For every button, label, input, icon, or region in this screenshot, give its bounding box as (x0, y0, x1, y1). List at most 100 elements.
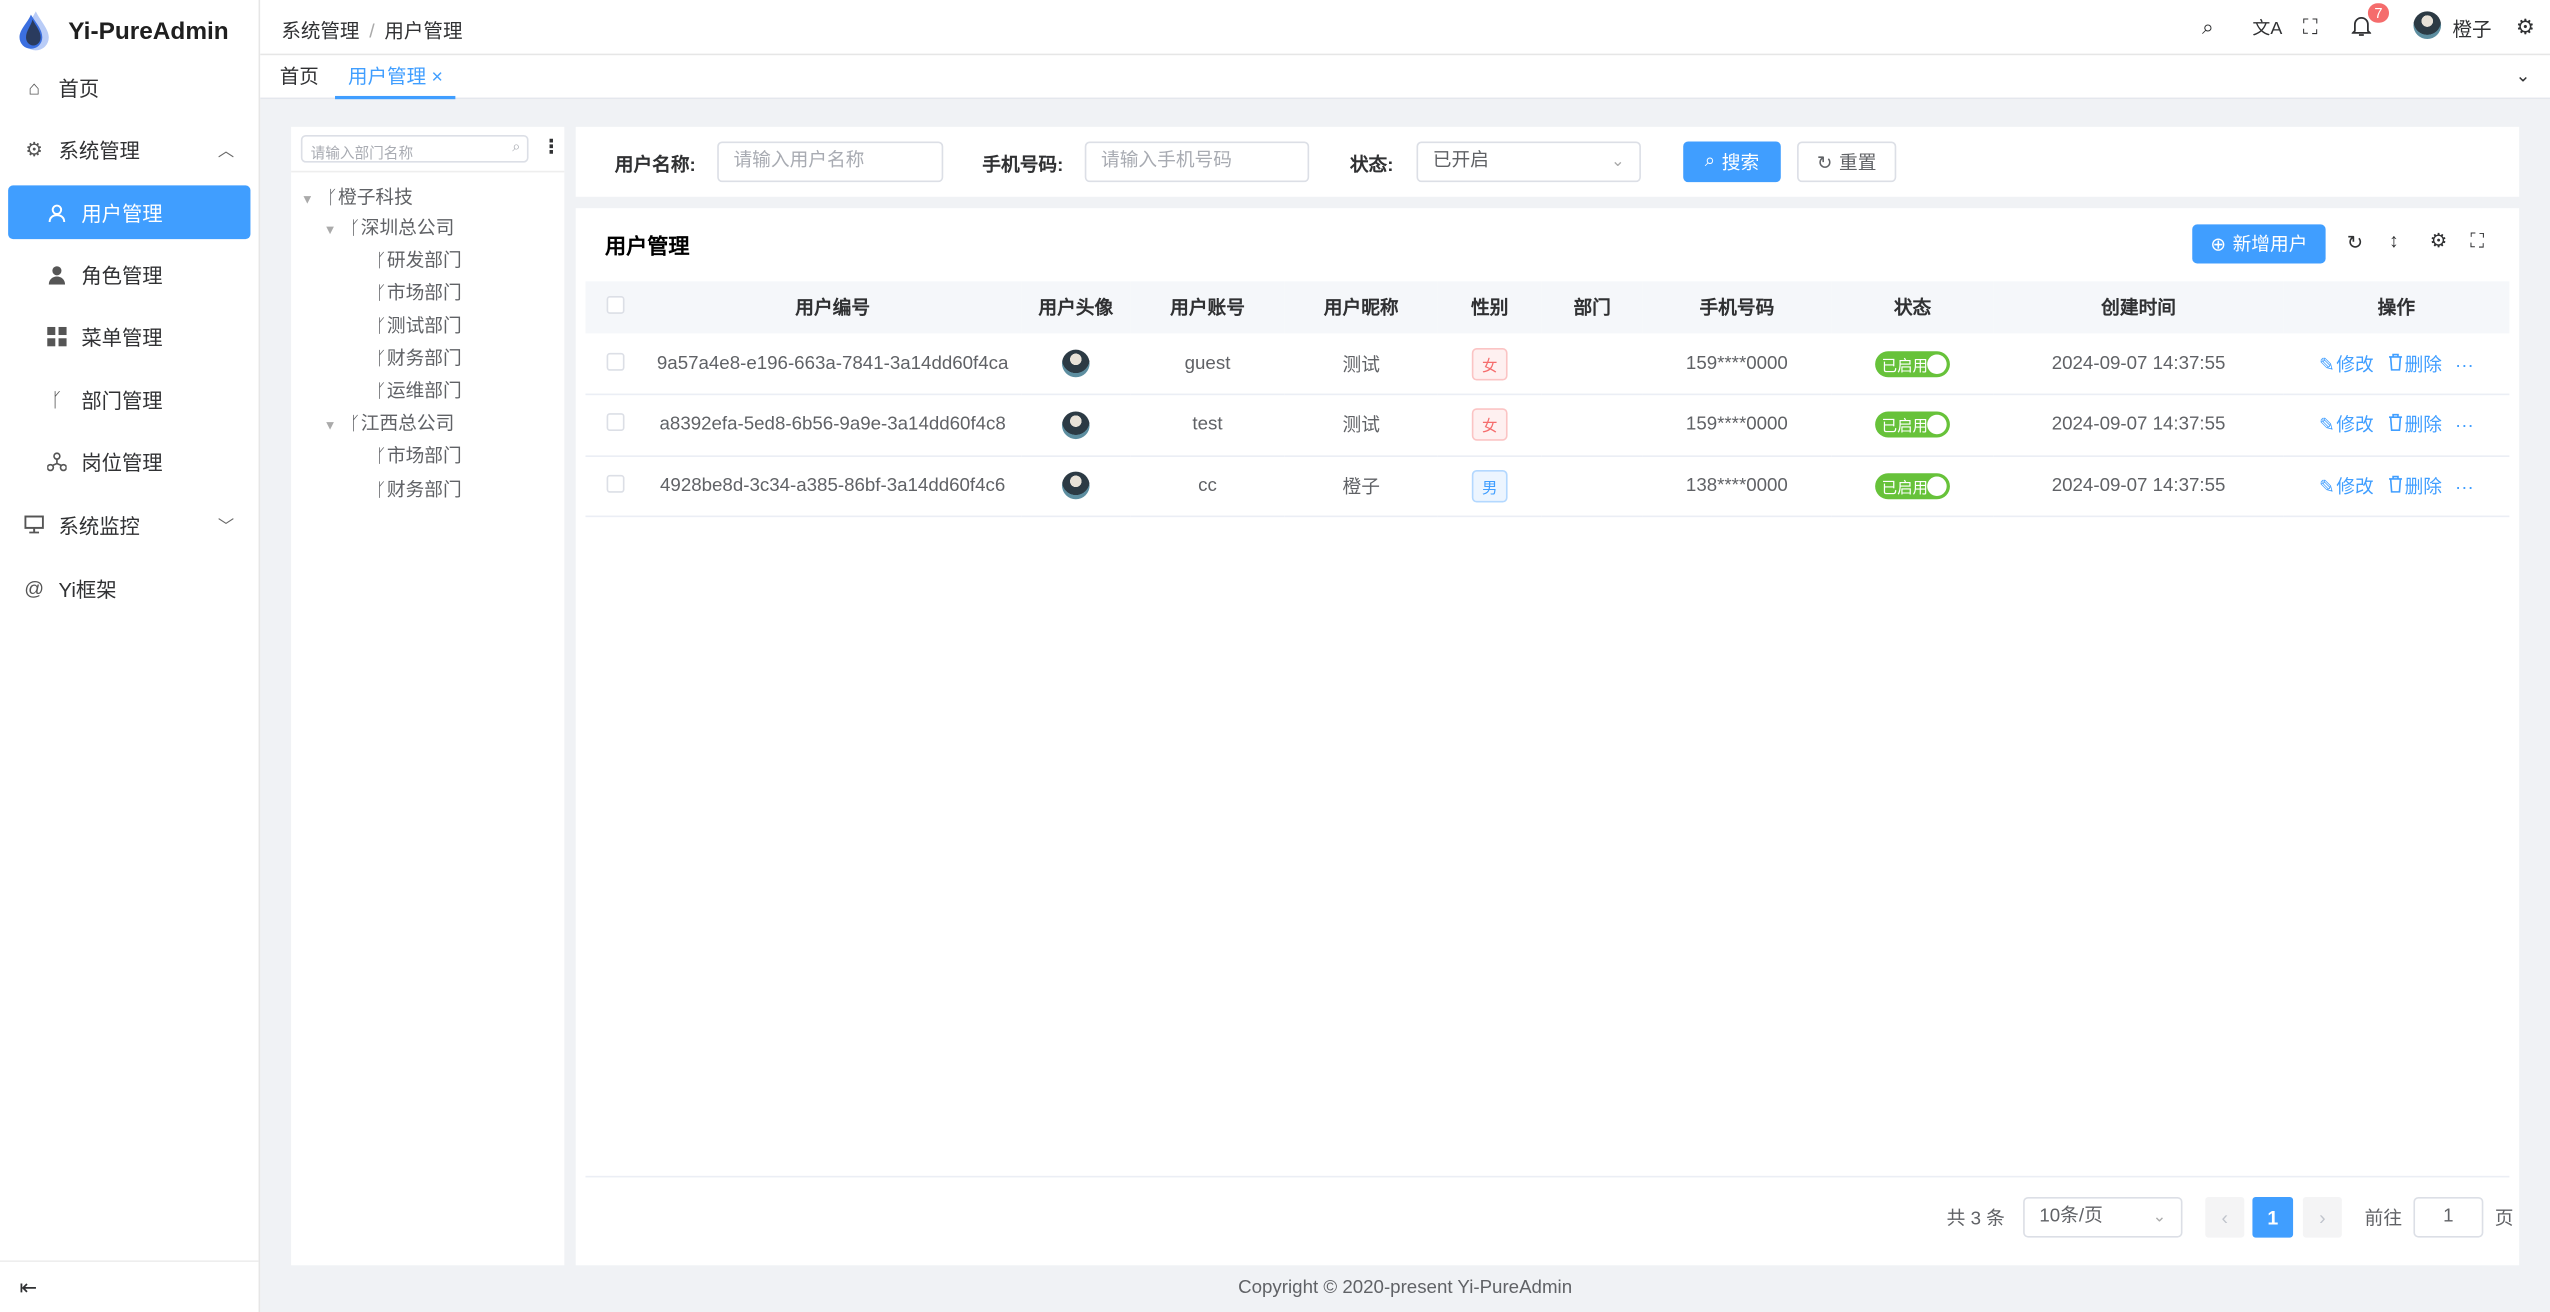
row-checkbox[interactable] (605, 352, 624, 370)
created-cell: 2024-09-07 14:37:55 (1993, 333, 2284, 396)
sidebar-item-system[interactable]: ⚙ 系统管理 ︿ (8, 122, 250, 176)
gender-cell: 女 (1437, 394, 1542, 457)
sidebar-item-label: 用户管理 (81, 203, 163, 227)
sidebar-item-home[interactable]: ⌂ 首页 (8, 60, 250, 114)
delete-button[interactable]: 删除 (2387, 350, 2442, 376)
table-row[interactable]: 9a57a4e8-e196-663a-7841-3a14dd60f4ca gue… (585, 333, 2510, 396)
tree-node[interactable]: ᚴ市场部门 (376, 446, 462, 469)
created-cell: 2024-09-07 14:37:55 (1993, 455, 2284, 518)
tree-node-label: 研发部门 (386, 252, 462, 272)
row-checkbox[interactable] (605, 413, 624, 432)
search-icon[interactable]: ⌕ (2202, 14, 2214, 40)
caret-down-icon[interactable]: ▼ (300, 191, 314, 207)
sidebar-item-monitor[interactable]: 系统监控 ﹀ (8, 498, 250, 552)
phone-cell: 138****0000 (1642, 455, 1832, 518)
chevron-right-icon: › (2319, 1205, 2326, 1229)
tree-node[interactable]: ᚴ财务部门 (376, 480, 462, 503)
department-search-input[interactable]: 请输入部门名称 ⌕ (300, 134, 529, 163)
page-button-1[interactable]: 1 (2252, 1196, 2294, 1238)
settings-gear-icon[interactable]: ⚙ (2515, 14, 2535, 40)
bell-icon[interactable] (2350, 15, 2373, 38)
row-checkbox[interactable] (605, 474, 624, 493)
reset-button[interactable]: ↻ 重置 (1797, 141, 1897, 183)
refresh-icon[interactable]: ↻ (2346, 230, 2364, 254)
branch-icon: ᚴ (375, 481, 387, 501)
page-size-select[interactable]: 10条/页 ⌄ (2023, 1196, 2183, 1238)
caret-down-icon[interactable]: ▼ (323, 222, 337, 238)
username-input[interactable]: 请输入用户名称 (717, 141, 944, 183)
more-icon[interactable]: ··· (2455, 416, 2474, 437)
sidebar-item-posts[interactable]: 岗位管理 (8, 434, 250, 488)
column-header: 性别 (1437, 281, 1542, 334)
username[interactable]: 橙子 (2452, 17, 2492, 41)
goto-page-input[interactable]: 1 (2413, 1196, 2484, 1238)
phone-placeholder: 请输入手机号码 (1101, 151, 1232, 171)
breadcrumb: 系统管理 / 用户管理 (281, 16, 462, 44)
breadcrumb-item[interactable]: 系统管理 (281, 19, 360, 43)
column-header: 用户账号 (1130, 281, 1285, 334)
sidebar-item-roles[interactable]: 角色管理 (8, 247, 250, 301)
tree-node[interactable]: ▼ ᚴ橙子科技 (301, 187, 413, 211)
user-id-cell: a8392efa-5ed8-6b56-9a9e-3a14dd60f4c8 (644, 394, 1022, 457)
translate-icon[interactable]: 文A (2252, 19, 2283, 40)
user-avatar[interactable] (1061, 411, 1090, 439)
sidebar-item-yi-framework[interactable]: @ Yi框架 (8, 561, 250, 615)
delete-label: 删除 (2404, 355, 2442, 375)
select-all-checkbox[interactable] (605, 295, 624, 314)
tree-node[interactable]: ᚴ市场部门 (376, 283, 462, 306)
fullscreen-icon[interactable]: ⛶ (2470, 229, 2485, 253)
sidebar-item-users[interactable]: 用户管理 (8, 185, 251, 240)
prev-page-button[interactable]: ‹ (2205, 1196, 2245, 1238)
phone-input[interactable]: 请输入手机号码 (1084, 141, 1310, 183)
status-select[interactable]: 已开启 ⌄ (1416, 141, 1641, 183)
next-page-button[interactable]: › (2302, 1196, 2342, 1238)
table-row[interactable]: a8392efa-5ed8-6b56-9a9e-3a14dd60f4c8 tes… (585, 394, 2510, 457)
tree-node[interactable]: ▼ ᚴ深圳总公司 (324, 218, 455, 242)
density-icon[interactable]: ↕ (2389, 229, 2399, 253)
tab-home[interactable]: 首页 (267, 55, 332, 99)
more-vertical-icon[interactable]: ⋮ (541, 134, 562, 158)
collapse-sidebar-button[interactable]: ⇤ (0, 1260, 259, 1312)
logo[interactable]: Yi-PureAdmin (16, 10, 229, 52)
delete-button[interactable]: 删除 (2387, 473, 2442, 499)
dept-cell (1541, 394, 1643, 457)
department-tree-panel: 请输入部门名称 ⌕ ⋮ ▼ ᚴ橙子科技 ▼ ᚴ深圳总公司 ᚴ研发部门 ᚴ市场部门 ᚴ测试部门 ᚴ… (291, 126, 565, 1266)
status-switch[interactable]: 已启用 (1875, 411, 1950, 438)
tree-node-label: 测试部门 (386, 317, 462, 337)
close-icon[interactable]: × (431, 65, 443, 88)
edit-button[interactable]: ✎ 修改 (2319, 412, 2374, 438)
sidebar-item-departments[interactable]: ᚴ 部门管理 (8, 372, 250, 426)
edit-button[interactable]: ✎ 修改 (2319, 350, 2374, 376)
avatar-cell (1021, 394, 1131, 457)
edit-button[interactable]: ✎ 修改 (2319, 473, 2374, 499)
chevron-down-icon[interactable]: ⌄ (2515, 66, 2531, 87)
divider (291, 170, 565, 173)
tree-node[interactable]: ᚴ财务部门 (376, 348, 462, 371)
chevron-left-icon: ‹ (2221, 1205, 2229, 1229)
more-icon[interactable]: ··· (2455, 477, 2474, 498)
tree-node[interactable]: ᚴ测试部门 (376, 316, 462, 339)
status-switch[interactable]: 已启用 (1875, 472, 1950, 499)
status-cell: 已启用 (1831, 455, 1994, 518)
column-settings-icon[interactable]: ⚙ (2429, 229, 2448, 253)
more-icon[interactable]: ··· (2455, 355, 2474, 375)
status-switch[interactable]: 已启用 (1875, 350, 1950, 377)
tree-node[interactable]: ᚴ运维部门 (376, 381, 462, 404)
fullscreen-icon[interactable]: ⛶ (2302, 14, 2318, 40)
user-avatar[interactable] (1061, 349, 1090, 378)
caret-down-icon[interactable]: ▼ (323, 417, 337, 433)
column-header[interactable]: 用户编号 (644, 281, 1022, 334)
tab-user-management[interactable]: 用户管理 × (335, 55, 456, 100)
column-header: 手机号码 (1642, 281, 1832, 334)
tree-node-label: 财务部门 (386, 349, 462, 370)
search-button[interactable]: ⌕ 搜索 (1683, 141, 1781, 183)
user-avatar[interactable] (1061, 472, 1090, 500)
delete-button[interactable]: 删除 (2387, 412, 2442, 438)
tree-node[interactable]: ᚴ研发部门 (376, 250, 462, 273)
add-user-button[interactable]: ⊕ 新增用户 (2192, 224, 2326, 264)
tree-node[interactable]: ▼ ᚴ江西总公司 (324, 413, 455, 437)
table-row[interactable]: 4928be8d-3c34-a385-86bf-3a14dd60f4c6 cc … (585, 455, 2510, 518)
sidebar-item-menus[interactable]: 菜单管理 (8, 309, 250, 363)
user-avatar[interactable] (2413, 11, 2442, 40)
user-table-card: 用户管理 ⊕ 新增用户 ↻ ↕ ⚙ ⛶ 用户编号 用户头像 用户账号 用户昵称 性… (575, 208, 2520, 1266)
